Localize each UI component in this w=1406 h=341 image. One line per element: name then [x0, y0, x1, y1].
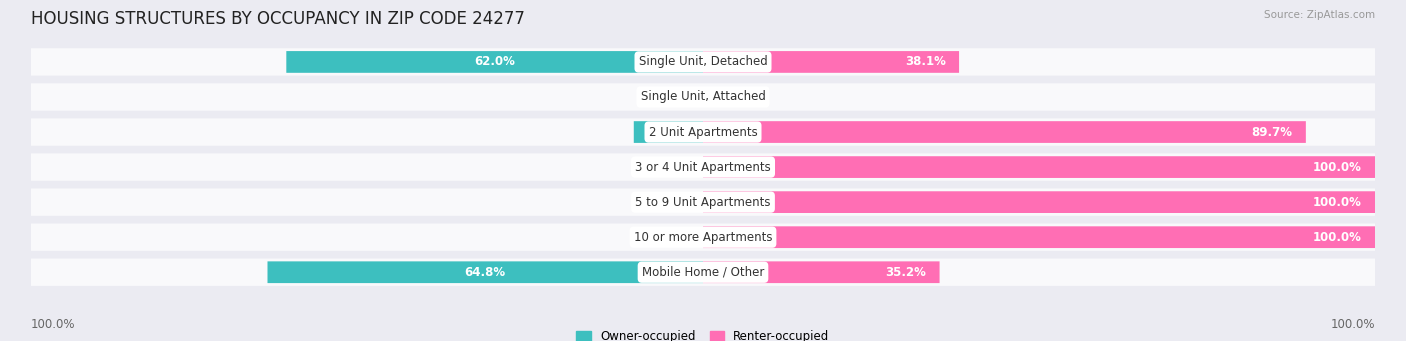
Text: 100.0%: 100.0%: [1313, 161, 1361, 174]
Text: 3 or 4 Unit Apartments: 3 or 4 Unit Apartments: [636, 161, 770, 174]
FancyBboxPatch shape: [31, 83, 1375, 111]
Text: Single Unit, Detached: Single Unit, Detached: [638, 56, 768, 69]
Text: 5 to 9 Unit Apartments: 5 to 9 Unit Apartments: [636, 196, 770, 209]
Text: 0.0%: 0.0%: [654, 161, 683, 174]
Text: 38.1%: 38.1%: [904, 56, 946, 69]
FancyBboxPatch shape: [287, 51, 703, 73]
Text: 100.0%: 100.0%: [1313, 196, 1361, 209]
FancyBboxPatch shape: [634, 121, 703, 143]
Text: Single Unit, Attached: Single Unit, Attached: [641, 90, 765, 104]
FancyBboxPatch shape: [31, 189, 1375, 216]
FancyBboxPatch shape: [703, 156, 1375, 178]
FancyBboxPatch shape: [267, 261, 703, 283]
FancyBboxPatch shape: [31, 258, 1375, 286]
FancyBboxPatch shape: [31, 223, 1375, 251]
Legend: Owner-occupied, Renter-occupied: Owner-occupied, Renter-occupied: [576, 330, 830, 341]
Text: Mobile Home / Other: Mobile Home / Other: [641, 266, 765, 279]
Text: 62.0%: 62.0%: [474, 56, 515, 69]
Text: 2 Unit Apartments: 2 Unit Apartments: [648, 125, 758, 138]
FancyBboxPatch shape: [703, 51, 959, 73]
Text: 10 or more Apartments: 10 or more Apartments: [634, 231, 772, 244]
Text: 0.0%: 0.0%: [654, 231, 683, 244]
Text: 0.0%: 0.0%: [723, 90, 752, 104]
FancyBboxPatch shape: [703, 226, 1375, 248]
FancyBboxPatch shape: [31, 48, 1375, 76]
FancyBboxPatch shape: [703, 121, 1306, 143]
FancyBboxPatch shape: [703, 261, 939, 283]
Text: 64.8%: 64.8%: [465, 266, 506, 279]
FancyBboxPatch shape: [31, 118, 1375, 146]
Text: 10.3%: 10.3%: [648, 125, 689, 138]
Text: 35.2%: 35.2%: [886, 266, 927, 279]
Text: Source: ZipAtlas.com: Source: ZipAtlas.com: [1264, 10, 1375, 20]
Text: 0.0%: 0.0%: [654, 196, 683, 209]
Text: 89.7%: 89.7%: [1251, 125, 1292, 138]
Text: 100.0%: 100.0%: [31, 318, 76, 331]
Text: HOUSING STRUCTURES BY OCCUPANCY IN ZIP CODE 24277: HOUSING STRUCTURES BY OCCUPANCY IN ZIP C…: [31, 10, 524, 28]
Text: 100.0%: 100.0%: [1330, 318, 1375, 331]
Text: 0.0%: 0.0%: [654, 90, 683, 104]
FancyBboxPatch shape: [703, 191, 1375, 213]
Text: 100.0%: 100.0%: [1313, 231, 1361, 244]
FancyBboxPatch shape: [31, 153, 1375, 181]
